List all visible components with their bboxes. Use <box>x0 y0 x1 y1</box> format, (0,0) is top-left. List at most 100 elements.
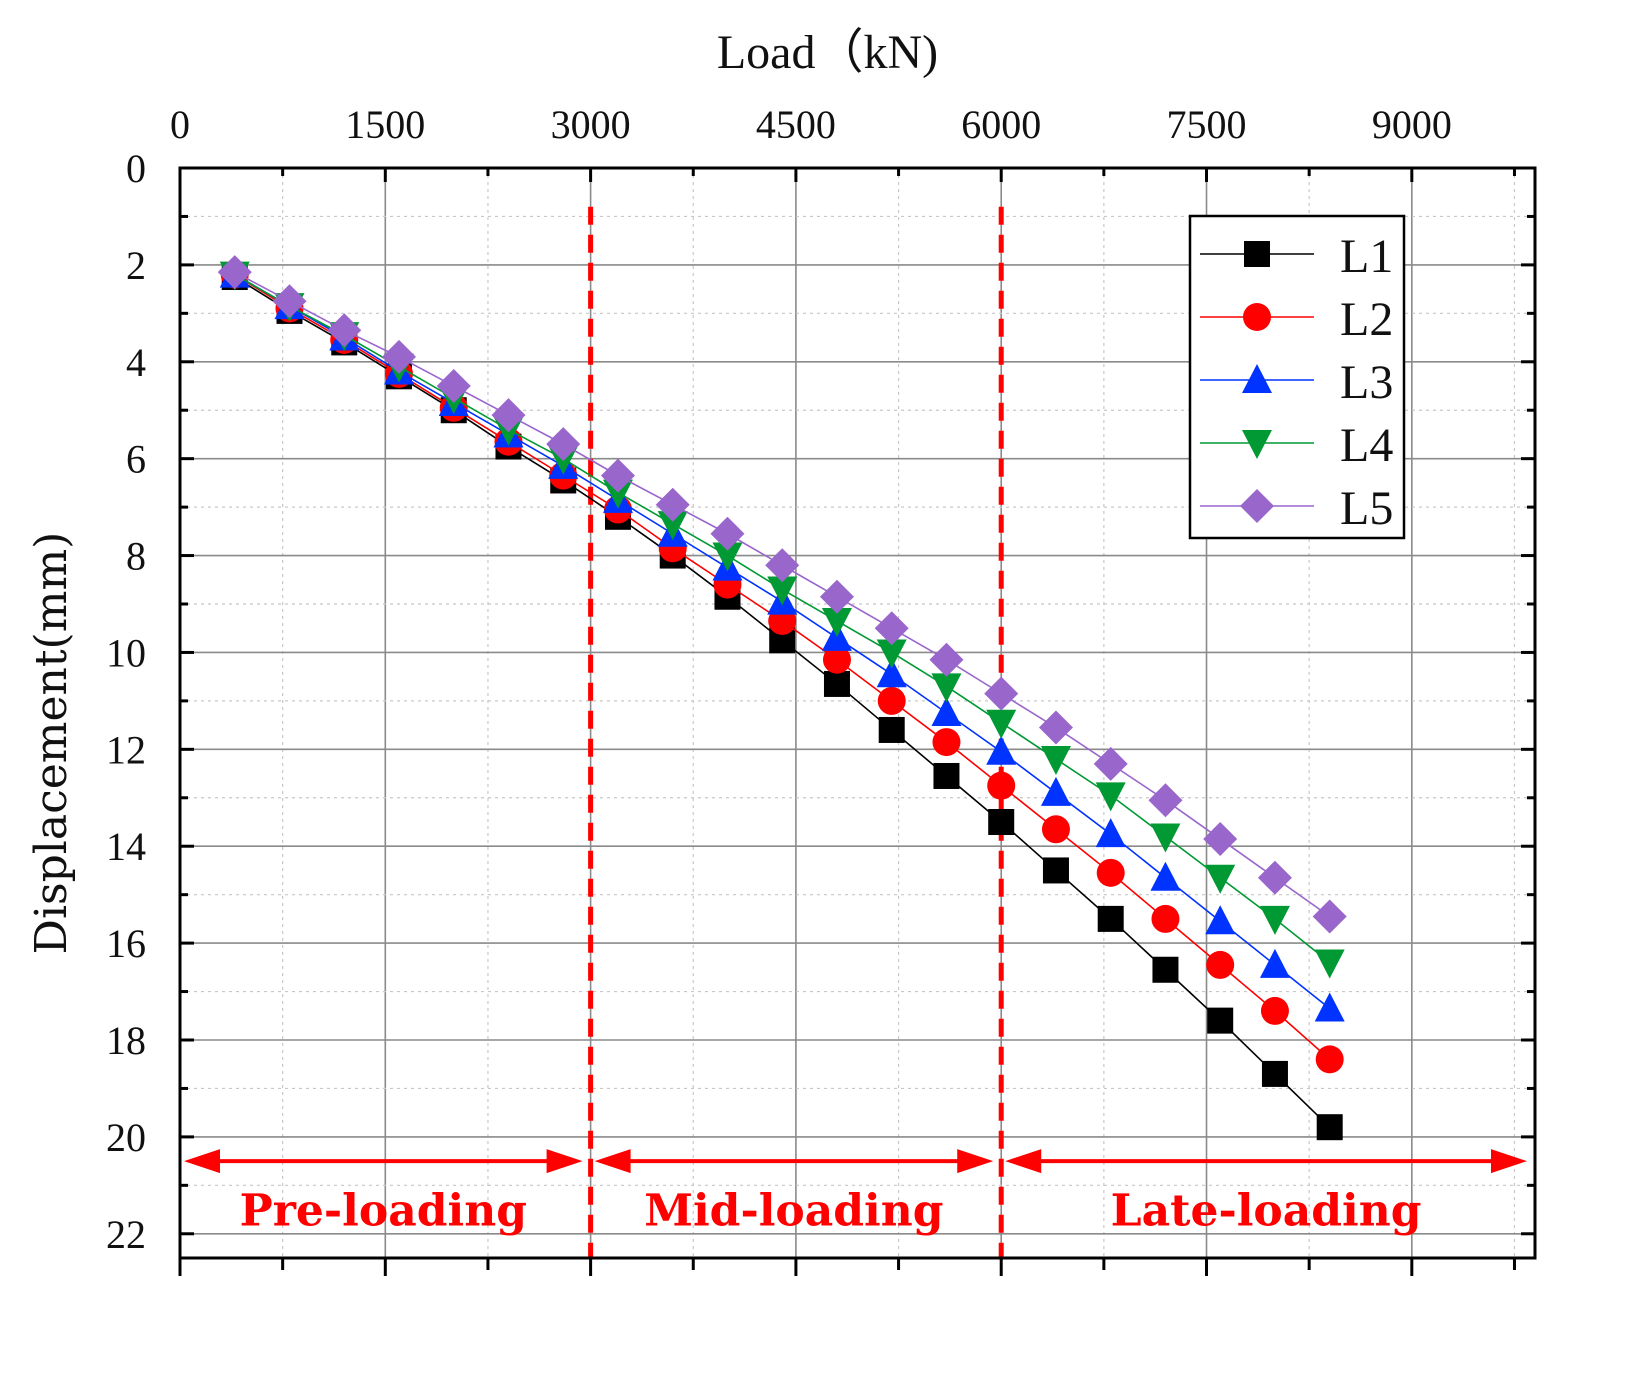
region-layer: Pre-loading Mid-loading Late-loading <box>184 1149 1527 1237</box>
region-arrow-head-right <box>546 1149 583 1174</box>
data-point-l4 <box>1150 823 1181 853</box>
data-point-l3 <box>1259 948 1290 978</box>
data-point-l4 <box>657 511 688 541</box>
frame-layer <box>178 166 1537 1260</box>
y-tick-label: 4 <box>126 340 146 385</box>
region-label: Mid-loading <box>644 1186 943 1237</box>
data-point-l1 <box>1152 956 1179 983</box>
data-point-l2 <box>877 686 906 715</box>
data-point-l4 <box>767 576 798 606</box>
legend-marker-l1 <box>1244 241 1270 267</box>
data-point-l4 <box>876 639 907 669</box>
x-tick-label: 6000 <box>961 102 1041 147</box>
data-point-l2 <box>1260 996 1289 1025</box>
data-point-l5 <box>765 548 800 583</box>
data-point-l5 <box>710 516 745 551</box>
series-line-l1 <box>234 276 1331 1128</box>
data-point-l5 <box>1148 783 1183 818</box>
data-point-l5 <box>381 339 416 374</box>
y-tick-label: 12 <box>106 727 146 772</box>
data-point-l4 <box>1095 782 1126 812</box>
y-tick-label: 0 <box>126 146 146 191</box>
y-tick-label: 10 <box>106 630 146 675</box>
series-layer <box>217 255 1347 1141</box>
x-tick-label: 7500 <box>1167 102 1247 147</box>
legend-label-l2: L2 <box>1340 293 1393 346</box>
data-point-l1 <box>1097 905 1124 932</box>
data-point-l1 <box>1207 1007 1234 1034</box>
x-tick-label: 0 <box>170 102 190 147</box>
data-point-l3 <box>1314 992 1345 1022</box>
legend-label-l1: L1 <box>1340 230 1393 283</box>
data-point-l5 <box>1203 821 1238 856</box>
data-point-l2 <box>932 728 961 757</box>
data-point-l3 <box>1205 905 1236 935</box>
legend-marker-l5 <box>1240 489 1274 523</box>
y-tick-label: 6 <box>126 437 146 482</box>
legend-label-l3: L3 <box>1340 356 1393 409</box>
region-arrow-head-right <box>957 1149 994 1174</box>
data-point-l2 <box>1041 815 1070 844</box>
legend-label-l4: L4 <box>1340 419 1393 472</box>
series-l5 <box>217 255 1347 934</box>
y-tick-label: 8 <box>126 534 146 579</box>
data-point-l1 <box>933 762 960 789</box>
data-point-l5 <box>984 676 1019 711</box>
divider-layer <box>588 206 1004 1258</box>
data-point-l2 <box>1151 904 1180 933</box>
data-point-l5 <box>819 579 854 614</box>
data-point-l1 <box>988 809 1015 835</box>
data-point-l2 <box>1206 950 1235 979</box>
y-tick-label: 22 <box>106 1212 146 1257</box>
data-point-l2 <box>1096 858 1125 887</box>
data-point-l5 <box>1257 860 1292 895</box>
y-tick-label: 2 <box>126 243 146 288</box>
data-point-l4 <box>1040 746 1071 776</box>
data-point-l2 <box>987 771 1016 800</box>
legend-marker-l3 <box>1242 364 1272 393</box>
x-tick-label: 4500 <box>756 102 836 147</box>
data-point-l4 <box>602 479 633 509</box>
data-point-l5 <box>546 427 581 462</box>
region-label: Late-loading <box>1111 1186 1422 1237</box>
data-point-l3 <box>1150 861 1181 891</box>
data-point-l5 <box>1038 710 1073 745</box>
y-tick-label: 20 <box>106 1115 146 1160</box>
data-point-l3 <box>1040 776 1071 806</box>
x-tick-label: 3000 <box>551 102 631 147</box>
data-point-l5 <box>217 255 252 290</box>
y-axis-title: Displacement(mm) <box>26 532 77 955</box>
data-point-l5 <box>491 398 526 433</box>
data-point-l1 <box>1316 1114 1343 1141</box>
legend-marker-l4 <box>1242 430 1272 459</box>
series-l1 <box>221 264 1343 1141</box>
legend-label-l5: L5 <box>1340 482 1393 535</box>
x-tick-label: 9000 <box>1372 102 1452 147</box>
data-point-l5 <box>929 642 964 677</box>
data-point-l4 <box>1259 905 1290 935</box>
y-tick-label: 18 <box>106 1018 146 1063</box>
x-axis-title: Load（kN) <box>717 26 938 79</box>
data-point-l1 <box>823 670 850 697</box>
data-point-l4 <box>931 673 962 703</box>
data-point-l4 <box>1314 949 1345 979</box>
data-point-l5 <box>1312 899 1347 934</box>
region-arrow-head-left <box>594 1149 631 1174</box>
data-point-l5 <box>600 458 635 493</box>
data-point-l5 <box>327 313 362 348</box>
data-point-l1 <box>878 716 905 743</box>
y-tick-label: 14 <box>106 824 146 869</box>
region-arrow-head-left <box>1005 1149 1042 1174</box>
region-arrow-head-left <box>184 1149 220 1174</box>
data-point-l5 <box>272 284 307 319</box>
series-line-l2 <box>234 273 1331 1060</box>
data-point-l4 <box>821 607 852 637</box>
data-point-l3 <box>986 735 1017 765</box>
plot-frame <box>178 166 1537 1260</box>
data-point-l5 <box>655 487 690 522</box>
data-point-l4 <box>1205 864 1236 894</box>
legend-marker-l2 <box>1243 303 1271 331</box>
region-arrow-head-right <box>1491 1149 1527 1174</box>
